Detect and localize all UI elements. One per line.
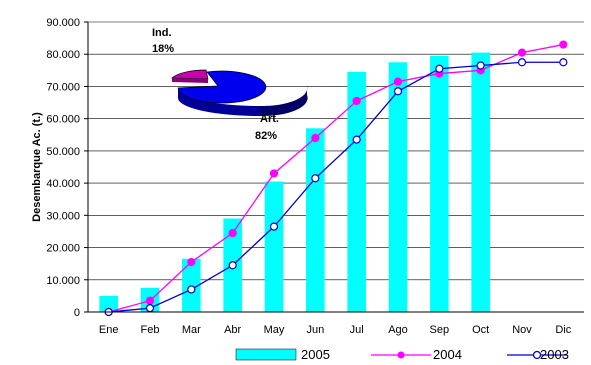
line-2003 <box>108 61 564 313</box>
x-tick-label: Oct <box>472 324 489 336</box>
bar-2005 <box>430 55 449 312</box>
y-tick-label: 40.000 <box>46 178 80 190</box>
pie-label-ind: Ind. <box>152 27 172 39</box>
y-tick-label: 50.000 <box>46 146 80 158</box>
inset-pie-chart: Ind. 18% Art. 82% <box>152 27 308 142</box>
legend-label-2003: 2003 <box>540 347 569 362</box>
y-tick-label: 70.000 <box>46 81 80 93</box>
point-2004 <box>228 228 237 238</box>
point-2004 <box>145 296 155 305</box>
bar-2005 <box>347 71 366 312</box>
point-2004 <box>269 169 279 178</box>
pie-art-slice-bottom-rim <box>260 86 308 117</box>
y-axis-ticks: 0 10.000 20.000 30.000 40.000 50.000 60.000 70.… <box>46 17 88 319</box>
pie-label-art: Art. <box>260 113 279 125</box>
point-2004 <box>517 48 527 57</box>
point-2003 <box>269 222 279 231</box>
x-tick-label: Feb <box>141 324 160 336</box>
point-2004 <box>393 77 403 86</box>
y-tick-label: 10.000 <box>46 275 80 287</box>
point-2004 <box>559 40 568 49</box>
x-tick-label: Jun <box>306 324 324 336</box>
point-2003 <box>393 87 403 96</box>
point-2004 <box>311 133 320 143</box>
x-tick-label: Abr <box>224 324 241 336</box>
y-tick-label: 0 <box>74 307 80 319</box>
line-2004 <box>108 43 564 313</box>
x-tick-label: Jul <box>350 324 364 336</box>
point-2003 <box>311 174 320 183</box>
point-2003 <box>145 304 155 313</box>
x-tick-label: Dic <box>555 324 571 336</box>
point-2003 <box>228 261 237 270</box>
point-2003 <box>187 285 196 294</box>
point-2003 <box>435 64 444 73</box>
x-tick-label: Mar <box>182 324 201 336</box>
x-tick-label: Ene <box>99 324 119 336</box>
pie-value-ind: 18% <box>152 43 174 55</box>
pie-ind-slice-side <box>172 78 208 83</box>
legend-marker-2003 <box>532 350 542 360</box>
y-axis-label: Desembarque Ac. (t.) <box>31 112 43 222</box>
point-2004 <box>352 96 361 106</box>
point-2003 <box>476 61 485 70</box>
legend-label-2004: 2004 <box>433 347 462 362</box>
gridlines <box>88 21 584 281</box>
x-tick-label: Nov <box>512 324 532 336</box>
y-tick-label: 60.000 <box>46 114 80 126</box>
pie-ind-slice <box>171 69 209 80</box>
y-tick-label: 30.000 <box>46 210 80 222</box>
x-tick-label: Ago <box>388 324 408 336</box>
bar-2005 <box>99 295 118 312</box>
x-axis-ticks: Ene Feb Mar Abr May Jun Jul Ago Sep Oct Nov Dic <box>99 324 572 336</box>
pie-value-art: 82% <box>255 130 277 142</box>
bar-2005 <box>388 62 408 313</box>
legend-swatch-2005 <box>235 348 297 361</box>
x-tick-label: Sep <box>430 324 450 336</box>
point-2003 <box>517 58 527 67</box>
x-tick-label: May <box>264 324 285 336</box>
point-2003 <box>352 135 361 144</box>
pie-art-slice <box>177 70 267 104</box>
bar-2005 <box>306 128 325 312</box>
pie-art-slice-side <box>178 88 260 116</box>
legend: 2005 2004 2003 <box>235 347 569 362</box>
y-tick-label: 80.000 <box>46 49 80 61</box>
y-tick-label: 90.000 <box>46 17 80 29</box>
y-tick-label: 20.000 <box>46 243 80 255</box>
bar-2005 <box>264 181 284 312</box>
bar-series-2005 <box>99 52 490 313</box>
bar-2005 <box>471 52 490 312</box>
legend-label-2005: 2005 <box>301 347 330 362</box>
legend-marker-2004 <box>397 351 405 359</box>
line-series <box>104 40 568 317</box>
point-2003 <box>559 58 568 67</box>
point-2004 <box>187 257 196 267</box>
